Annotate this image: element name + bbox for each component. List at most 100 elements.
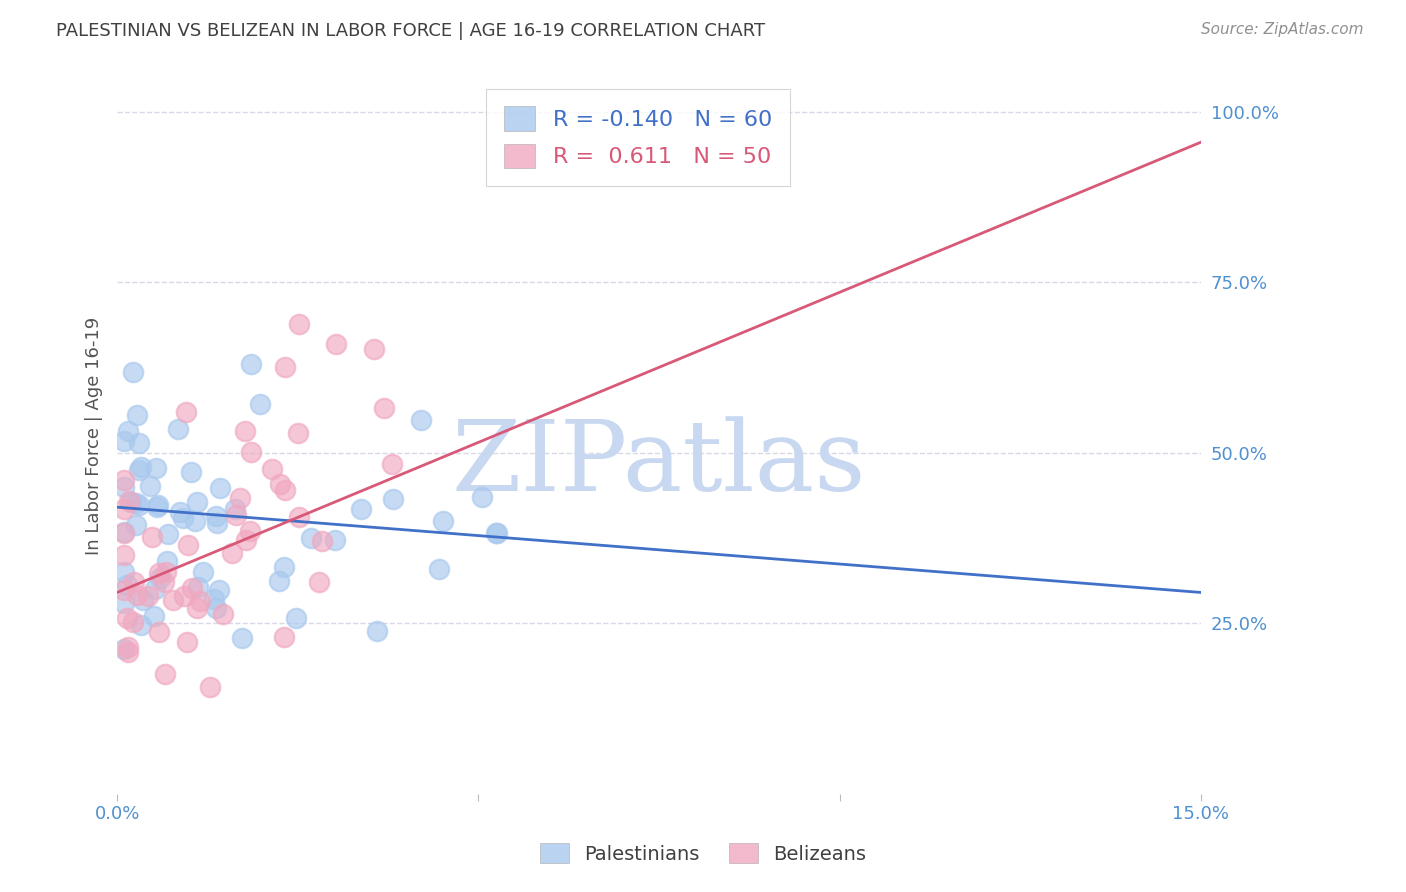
Point — [191, 565, 214, 579]
Point — [153, 575, 176, 590]
Point — [471, 490, 494, 504]
Point — [153, 667, 176, 681]
Point — [176, 634, 198, 648]
Point — [229, 491, 252, 505]
Point — [269, 477, 291, 491]
Point — [485, 525, 508, 540]
Point — [174, 404, 197, 418]
Point — [411, 413, 433, 427]
Point — [273, 560, 295, 574]
Point — [132, 592, 155, 607]
Point — [221, 546, 243, 560]
Point — [112, 582, 135, 597]
Point — [274, 360, 297, 375]
Point — [149, 571, 172, 585]
Point — [112, 474, 135, 488]
Point — [373, 401, 395, 416]
Point — [118, 494, 141, 508]
Point — [117, 645, 139, 659]
Point — [287, 426, 309, 441]
Point — [249, 397, 271, 411]
Y-axis label: In Labor Force | Age 16-19: In Labor Force | Age 16-19 — [86, 317, 103, 555]
Point — [207, 582, 229, 597]
Point — [366, 624, 388, 639]
Point — [112, 595, 135, 609]
Point — [112, 641, 135, 656]
Point — [186, 600, 208, 615]
Point — [128, 462, 150, 476]
Point — [239, 524, 262, 538]
Point — [173, 589, 195, 603]
Point — [308, 575, 330, 590]
Point — [156, 554, 179, 568]
Point — [128, 498, 150, 512]
Point — [273, 630, 295, 644]
Legend: R = -0.140   N = 60, R =  0.611   N = 50: R = -0.140 N = 60, R = 0.611 N = 50 — [486, 88, 790, 186]
Point — [131, 618, 153, 632]
Point — [129, 460, 152, 475]
Point — [299, 531, 322, 545]
Point — [205, 516, 228, 531]
Point — [141, 530, 163, 544]
Point — [117, 610, 139, 624]
Point — [162, 593, 184, 607]
Point — [172, 510, 194, 524]
Point — [382, 492, 405, 507]
Point — [381, 457, 404, 471]
Point — [325, 337, 347, 351]
Point — [127, 409, 149, 423]
Point — [239, 357, 262, 371]
Point — [143, 582, 166, 596]
Point — [124, 495, 146, 509]
Point — [177, 538, 200, 552]
Point — [288, 509, 311, 524]
Point — [262, 461, 284, 475]
Point — [112, 501, 135, 516]
Point — [198, 681, 221, 695]
Point — [122, 365, 145, 379]
Point — [122, 574, 145, 589]
Text: ZIPatlas: ZIPatlas — [451, 417, 866, 512]
Point — [112, 526, 135, 541]
Point — [267, 574, 290, 589]
Point — [128, 436, 150, 450]
Point — [285, 611, 308, 625]
Point — [148, 625, 170, 640]
Point — [146, 498, 169, 512]
Point — [204, 591, 226, 606]
Legend: Palestinians, Belizeans: Palestinians, Belizeans — [530, 833, 876, 873]
Point — [167, 422, 190, 436]
Point — [184, 514, 207, 528]
Point — [112, 434, 135, 448]
Point — [180, 465, 202, 479]
Point — [205, 600, 228, 615]
Point — [120, 495, 142, 509]
Point — [181, 581, 204, 595]
Point — [114, 565, 136, 579]
Point — [350, 501, 373, 516]
Text: Source: ZipAtlas.com: Source: ZipAtlas.com — [1201, 22, 1364, 37]
Point — [311, 534, 333, 549]
Point — [117, 424, 139, 438]
Point — [145, 461, 167, 475]
Point — [157, 526, 180, 541]
Point — [485, 525, 508, 540]
Point — [169, 505, 191, 519]
Point — [155, 566, 177, 580]
Point — [148, 566, 170, 581]
Point — [138, 479, 160, 493]
Point — [115, 578, 138, 592]
Point — [224, 502, 246, 516]
Point — [233, 425, 256, 439]
Point — [124, 518, 146, 533]
Point — [235, 533, 257, 547]
Point — [231, 632, 253, 646]
Point — [112, 524, 135, 539]
Point — [143, 609, 166, 624]
Point — [288, 318, 311, 332]
Text: PALESTINIAN VS BELIZEAN IN LABOR FORCE | AGE 16-19 CORRELATION CHART: PALESTINIAN VS BELIZEAN IN LABOR FORCE |… — [56, 22, 765, 40]
Point — [187, 580, 209, 594]
Point — [225, 508, 247, 523]
Point — [145, 500, 167, 514]
Point — [205, 508, 228, 523]
